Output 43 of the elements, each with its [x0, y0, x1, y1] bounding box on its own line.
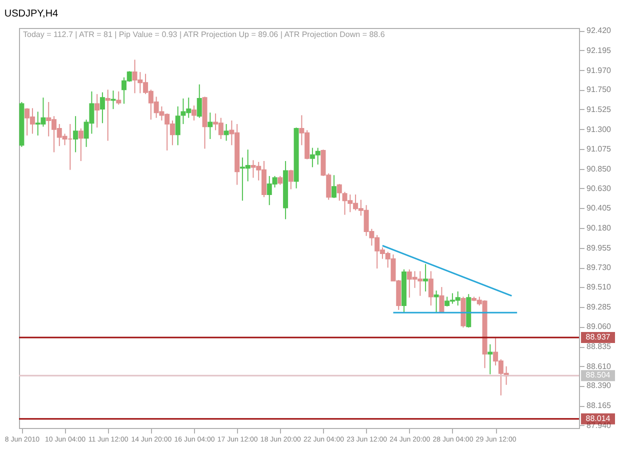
chart-title: USDJPY,H4 [4, 8, 59, 20]
candlestick [192, 105, 196, 122]
ref-line-label: 88.014 [586, 414, 611, 423]
candlestick [332, 174, 336, 199]
y-tick-label: 91.970 [586, 66, 612, 75]
y-tick-label: 91.300 [586, 124, 612, 134]
y-tick-label: 89.955 [586, 243, 612, 252]
y-tick-label: 90.850 [586, 164, 612, 174]
candlestick [116, 90, 122, 106]
candlestick [423, 264, 428, 292]
y-tick-label: 90.405 [586, 204, 612, 213]
y-tick-label: 88.610 [586, 362, 612, 371]
candlestick [434, 290, 439, 314]
y-tick-label: 91.525 [586, 105, 612, 114]
candlestick [288, 169, 294, 190]
y-tick-label: 90.180 [586, 224, 612, 232]
y-tick-label: 90.630 [586, 184, 612, 193]
y-tick-label: 89.730 [586, 263, 612, 272]
ref-line-label: 88.937 [586, 332, 611, 342]
candlestick [100, 92, 105, 124]
y-tick-label: 88.165 [586, 401, 612, 410]
candlestick [73, 116, 78, 153]
y-tick-label: 89.060 [586, 322, 612, 332]
y-tick-label: 88.390 [586, 381, 612, 390]
annotation: Today = 112.7 | ATR = 81 | Pip Value = 0.93 | ATR Projection Up = 89.06 | ATR Projection Down = 88.6 [23, 30, 386, 39]
y-tick-label: 89.510 [586, 282, 612, 292]
candlestick [439, 286, 444, 314]
candlestick [224, 124, 229, 142]
candlestick [78, 128, 84, 162]
y-tick-label: 91.750 [586, 85, 612, 94]
y-tick-label: 92.420 [586, 26, 612, 36]
candlestick [208, 112, 213, 140]
candlestick [196, 84, 202, 118]
y-tick-label: 89.285 [586, 302, 612, 312]
ref-line-label: 88.504 [586, 370, 611, 380]
candlestick [94, 94, 100, 128]
y-tick-label: 88.835 [586, 342, 612, 351]
y-tick-label: 91.075 [586, 144, 612, 154]
candlestick [175, 106, 180, 146]
candlestick [428, 270, 434, 306]
y-tick-label: 92.195 [586, 46, 612, 55]
candlestick [488, 344, 493, 375]
candlestick [105, 89, 110, 142]
